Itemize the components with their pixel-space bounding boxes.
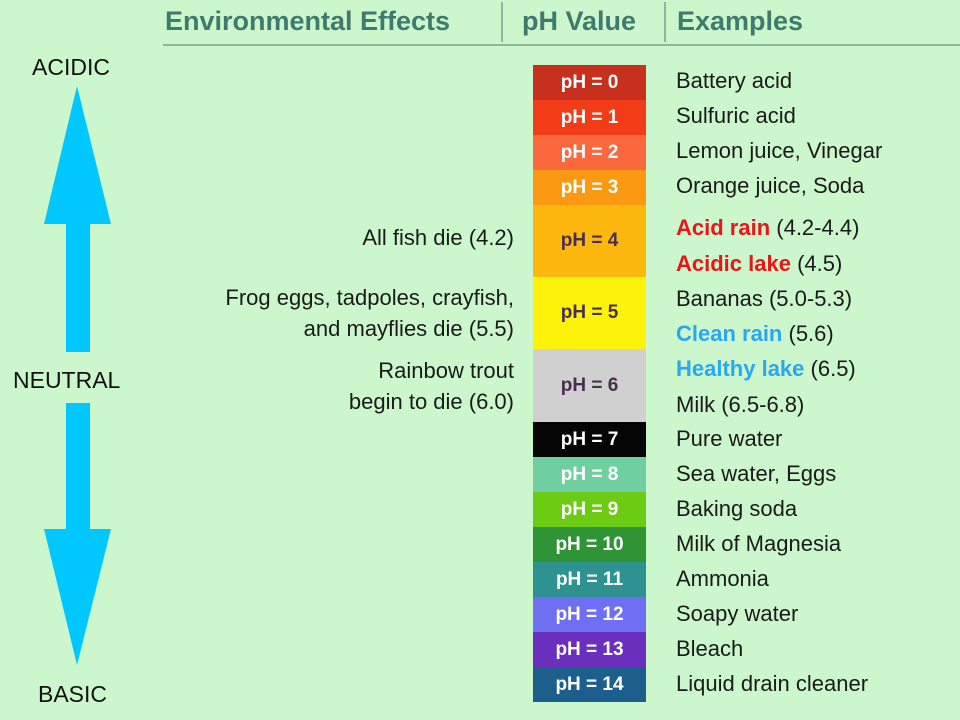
ph-cell: pH = 5 xyxy=(533,277,646,349)
effect-fish-die: All fish die (4.2) xyxy=(362,222,514,253)
header-underline xyxy=(163,44,960,46)
example-detail: (5.6) xyxy=(782,321,834,346)
ph-cell: pH = 6 xyxy=(533,349,646,422)
ph-cell: pH = 2 xyxy=(533,135,646,170)
example-item: Liquid drain cleaner xyxy=(676,671,869,696)
effect-line: and mayflies die (5.5) xyxy=(303,316,514,341)
basic-label: BASIC xyxy=(38,681,108,707)
example-detail: (6.5) xyxy=(804,356,856,381)
example-item: Healthy lake (6.5) xyxy=(676,356,856,382)
ph-cell: pH = 1 xyxy=(533,100,646,135)
ph-cell: pH = 10 xyxy=(533,527,646,562)
example-item: Lemon juice, Vinegar xyxy=(676,138,883,163)
header-examples: Examples xyxy=(677,6,804,36)
table-header: Environmental Effects pH Value Examples xyxy=(0,0,960,48)
example-highlight: Acidic lake xyxy=(676,251,791,276)
ph-cell: pH = 4 xyxy=(533,205,646,277)
example-item: Battery acid xyxy=(676,68,793,93)
example-item: Soapy water xyxy=(676,601,799,626)
example-highlight: Clean rain xyxy=(676,321,783,346)
ph-cell: pH = 11 xyxy=(533,562,646,597)
header-environmental-effects: Environmental Effects xyxy=(165,6,451,36)
example-item: Bleach xyxy=(676,636,744,661)
arrow-down-icon xyxy=(44,403,111,665)
ph-cell: pH = 7 xyxy=(533,422,646,457)
ph-cell: pH = 13 xyxy=(533,632,646,667)
example-item: Milk (6.5-6.8) xyxy=(676,392,805,417)
effect-line: Rainbow trout xyxy=(378,358,514,383)
example-item: Sulfuric acid xyxy=(676,103,796,128)
effect-line: All fish die (4.2) xyxy=(362,225,514,250)
example-item: Milk of Magnesia xyxy=(676,531,842,556)
header-divider xyxy=(664,2,666,42)
example-item: Bananas (5.0-5.3) xyxy=(676,286,853,311)
ph-cell: pH = 0 xyxy=(533,65,646,100)
example-detail: (4.5) xyxy=(790,251,843,276)
ph-cell: pH = 14 xyxy=(533,667,646,702)
effect-frog-eggs: Frog eggs, tadpoles, crayfish, and mayfl… xyxy=(225,282,514,344)
ph-cell: pH = 9 xyxy=(533,492,646,527)
example-item: Pure water xyxy=(676,426,783,451)
example-item: Baking soda xyxy=(676,496,798,521)
example-item: Ammonia xyxy=(676,566,769,591)
header-ph-value: pH Value xyxy=(522,6,637,36)
example-item: Sea water, Eggs xyxy=(676,461,837,486)
example-item: Clean rain (5.6) xyxy=(676,321,834,347)
effect-line: begin to die (6.0) xyxy=(348,389,514,414)
arrow-up-icon xyxy=(44,86,111,352)
effect-rainbow-trout: Rainbow trout begin to die (6.0) xyxy=(349,355,514,417)
example-item: Acid rain (4.2-4.4) xyxy=(676,215,859,241)
acidity-arrows xyxy=(44,86,111,665)
acidic-label: ACIDIC xyxy=(32,54,110,80)
example-item: Orange juice, Soda xyxy=(676,173,865,198)
ph-cell: pH = 12 xyxy=(533,597,646,632)
ph-cell: pH = 3 xyxy=(533,170,646,205)
example-highlight: Healthy lake xyxy=(676,356,805,381)
ph-cell: pH = 8 xyxy=(533,457,646,492)
header-divider xyxy=(501,2,503,42)
example-detail: (4.2-4.4) xyxy=(770,215,860,240)
example-item: Acidic lake (4.5) xyxy=(676,251,842,277)
example-highlight: Acid rain xyxy=(676,215,771,240)
effect-line: Frog eggs, tadpoles, crayfish, xyxy=(225,285,514,310)
neutral-label: NEUTRAL xyxy=(13,367,121,393)
